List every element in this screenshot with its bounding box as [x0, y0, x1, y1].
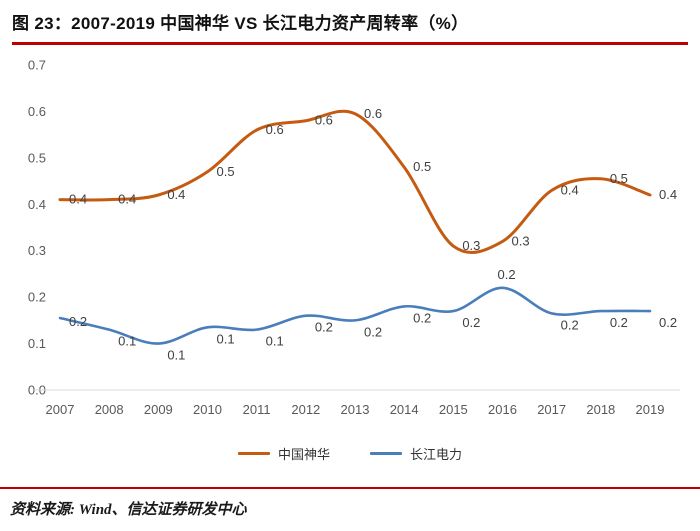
data-label: 0.1 [217, 331, 235, 346]
svg-text:2012: 2012 [291, 402, 320, 417]
svg-text:0.3: 0.3 [28, 243, 46, 258]
data-label: 0.5 [413, 159, 431, 174]
svg-text:2019: 2019 [636, 402, 665, 417]
data-label: 0.5 [610, 171, 628, 186]
svg-text:2013: 2013 [341, 402, 370, 417]
legend-item-shenhua: 中国神华 [237, 444, 330, 463]
figure-title: 图 23：2007-2019 中国神华 VS 长江电力资产周转率（%） [12, 14, 469, 33]
svg-text:2011: 2011 [243, 402, 271, 417]
series-line-shenhua [58, 109, 652, 254]
data-label: 0.5 [217, 164, 235, 179]
data-label: 0.1 [118, 334, 136, 349]
svg-text:2016: 2016 [488, 402, 517, 417]
data-label: 0.4 [167, 187, 185, 202]
legend: 中国神华 长江电力 [0, 444, 700, 463]
svg-text:0.2: 0.2 [28, 290, 46, 305]
svg-text:2015: 2015 [439, 402, 468, 417]
series-labels-changjiang: 0.2 0.1 0.1 0.1 0.1 0.2 0.2 0.2 0.2 0.2 0.2 0.2 0.2 [69, 267, 677, 363]
data-label: 0.4 [561, 182, 579, 197]
data-label: 0.2 [69, 314, 87, 329]
svg-text:2017: 2017 [537, 402, 566, 417]
legend-swatch-shenhua [237, 451, 270, 456]
data-label: 0.4 [659, 187, 677, 202]
data-label: 0.1 [167, 348, 185, 363]
svg-text:2018: 2018 [586, 402, 615, 417]
chart: 0.0 0.1 0.2 0.3 0.4 0.5 0.6 0.7 2007 2008 2009 2010… [0, 45, 700, 463]
data-label: 0.6 [315, 113, 333, 128]
data-label: 0.2 [659, 315, 677, 330]
data-label: 0.6 [266, 122, 284, 137]
svg-text:2007: 2007 [46, 402, 75, 417]
svg-text:0.6: 0.6 [28, 104, 46, 119]
data-label: 0.1 [266, 334, 284, 349]
y-axis-labels: 0.00.10.20.30.40.50.60.7 [28, 58, 46, 398]
svg-text:0.4: 0.4 [28, 197, 46, 212]
data-label: 0.2 [561, 317, 579, 332]
svg-text:0.7: 0.7 [28, 58, 46, 73]
figure-header: 图 23：2007-2019 中国神华 VS 长江电力资产周转率（%） [0, 0, 700, 45]
legend-swatch-changjiang [370, 451, 402, 456]
figure-footer: 资料来源: Wind、信达证券研发中心 [0, 487, 700, 531]
data-label: 0.2 [315, 320, 333, 335]
legend-label-shenhua: 中国神华 [277, 447, 330, 462]
series-line-changjiang [58, 286, 652, 345]
data-label: 0.4 [69, 192, 87, 207]
data-label: 0.2 [498, 267, 516, 282]
svg-text:2008: 2008 [95, 402, 124, 417]
series-labels-shenhua: 0.4 0.4 0.4 0.5 0.6 0.6 0.6 0.5 0.3 0.3 0.4 0.5 0.4 [69, 106, 677, 253]
legend-label-changjiang: 长江电力 [410, 447, 463, 462]
data-label: 0.3 [462, 238, 480, 253]
data-label: 0.2 [462, 315, 480, 330]
source-note: 资料来源: Wind、信达证券研发中心 [10, 502, 247, 518]
data-label: 0.2 [364, 324, 382, 339]
legend-item-changjiang: 长江电力 [370, 444, 462, 463]
svg-text:2014: 2014 [390, 402, 419, 417]
x-axis-labels: 2007 2008 2009 2010 2011 2012 2013 2014 2015 2016… [46, 402, 665, 417]
svg-text:2009: 2009 [144, 402, 173, 417]
data-label: 0.6 [364, 106, 382, 121]
svg-text:2010: 2010 [193, 402, 222, 417]
svg-text:0.1: 0.1 [28, 336, 46, 351]
data-label: 0.2 [610, 315, 628, 330]
data-label: 0.4 [118, 192, 136, 207]
data-label: 0.3 [512, 233, 530, 248]
title-rule [12, 42, 688, 45]
svg-text:0.5: 0.5 [28, 150, 46, 165]
data-label: 0.2 [413, 310, 431, 325]
